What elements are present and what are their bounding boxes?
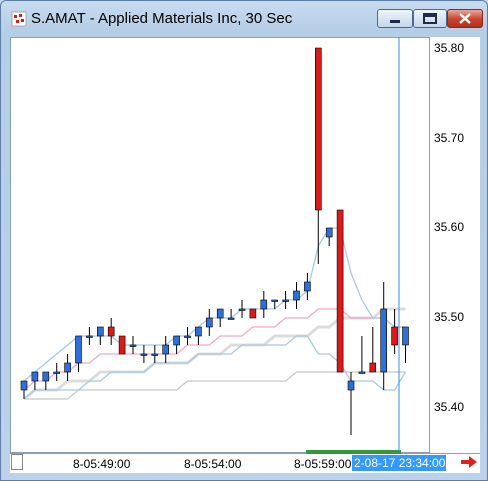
maximize-icon (423, 13, 437, 24)
x-tick-label: 8-05:59:00 (294, 457, 352, 471)
window-title: S.AMAT - Applied Materials Inc, 30 Sec (31, 10, 293, 27)
title-bar[interactable]: S.AMAT - Applied Materials Inc, 30 Sec (1, 1, 487, 37)
y-tick-label: 35.80 (434, 41, 465, 55)
x-tick-label: 8-05:49:00 (73, 457, 131, 471)
close-button[interactable] (447, 9, 483, 28)
minimize-button[interactable] (377, 9, 413, 28)
minimize-icon (390, 20, 400, 23)
y-tick-label: 35.40 (434, 400, 465, 414)
arrow-right-icon[interactable] (459, 455, 479, 469)
y-tick-label: 35.50 (434, 310, 465, 324)
y-tick-label: 35.60 (434, 220, 465, 234)
price-axis[interactable] (430, 37, 480, 453)
cursor-time-label: 2-08-17 23:34:00 (352, 455, 446, 471)
x-tick-label: 8-05:54:00 (184, 457, 242, 471)
y-tick-label: 35.70 (434, 131, 465, 145)
close-icon (459, 13, 471, 24)
price-plot-area[interactable] (10, 37, 430, 453)
chart-corner-box[interactable] (11, 454, 23, 470)
session-indicator-bar (306, 450, 401, 454)
chart-app-icon (11, 11, 27, 27)
maximize-button[interactable] (413, 9, 447, 28)
